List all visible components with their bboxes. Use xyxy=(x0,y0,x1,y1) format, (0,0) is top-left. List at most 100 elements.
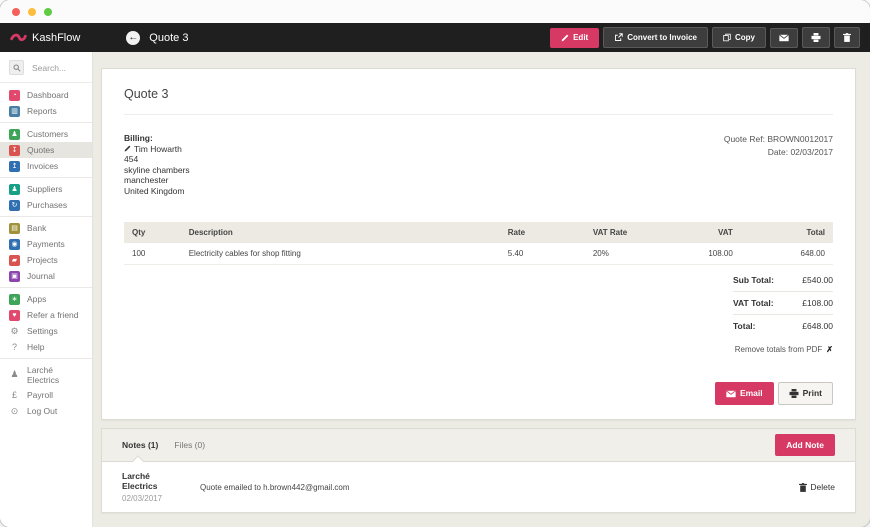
remove-totals-from-pdf[interactable]: Remove totals from PDF ✗ xyxy=(734,345,833,354)
back-button[interactable]: ← xyxy=(126,30,141,45)
cell-vat: 108.00 xyxy=(677,243,741,265)
sidebar-item-dashboard[interactable]: ◔ Dashboard xyxy=(0,87,92,103)
quote-ref: Quote Ref: BROWN0012017 xyxy=(723,134,833,144)
page-title: Quote 3 xyxy=(149,31,189,44)
line-items-table: Qty Description Rate VAT Rate VAT Total … xyxy=(124,222,833,265)
dashboard-gauge-icon: ◔ xyxy=(9,89,20,101)
gear-icon: ⚙ xyxy=(10,325,19,336)
sidebar-item-payments[interactable]: ◉ Payments xyxy=(0,236,92,252)
col-vat: VAT xyxy=(677,222,741,243)
window-titlebar xyxy=(0,0,870,23)
copy-button[interactable]: Copy xyxy=(712,27,766,48)
add-note-button[interactable]: Add Note xyxy=(775,433,835,457)
sidebar-item-journal[interactable]: ▣ Journal xyxy=(0,268,92,284)
sidebar-item-settings[interactable]: ⚙ Settings xyxy=(10,325,58,337)
convert-to-invoice-button[interactable]: Convert to Invoice xyxy=(603,27,708,48)
sidebar-item-bank[interactable]: ▤ Bank xyxy=(0,220,92,236)
col-description: Description xyxy=(180,222,500,243)
zoom-button[interactable] xyxy=(44,7,52,16)
edit-button[interactable]: Edit xyxy=(550,27,600,48)
table-header-row: Qty Description Rate VAT Rate VAT Total xyxy=(124,222,833,243)
invoices-tray-icon: ↥ xyxy=(9,160,20,172)
tab-files[interactable]: Files (0) xyxy=(174,440,206,450)
cell-total: 648.00 xyxy=(740,243,833,265)
email-quote-button[interactable] xyxy=(770,27,798,48)
billing-label: Billing: xyxy=(124,133,153,143)
sidebar-item-refer-a-friend[interactable]: ♥ Refer a friend xyxy=(0,307,92,323)
tab-notes[interactable]: Notes (1) xyxy=(122,440,159,450)
projects-folder-icon: ▰ xyxy=(9,254,20,266)
sidebar-item-invoices[interactable]: ↥ Invoices xyxy=(0,158,92,174)
sidebar-nav: ◔ Dashboard ▥ Reports ♟ Customers ↧ Quot… xyxy=(0,83,92,423)
total-value: £648.00 xyxy=(802,321,833,331)
col-rate: Rate xyxy=(499,222,585,243)
notes-header: Notes (1) Files (0) Add Note xyxy=(102,429,855,467)
total-row: Total: £648.00 xyxy=(733,321,833,331)
billing-block: Billing: Tim Howarth 454 skyline chamber… xyxy=(124,133,190,196)
help-icon: ? xyxy=(11,341,17,352)
sidebar: ◔ Dashboard ▥ Reports ♟ Customers ↧ Quot… xyxy=(0,52,93,527)
envelope-icon xyxy=(726,389,736,398)
search-input[interactable] xyxy=(30,61,86,74)
sidebar-item-payroll[interactable]: £ Payroll xyxy=(0,387,92,403)
customers-people-icon: ♟ xyxy=(9,128,20,140)
copy-icon xyxy=(723,33,731,42)
minimize-button[interactable] xyxy=(28,7,36,16)
sidebar-divider xyxy=(0,216,92,217)
sidebar-item-suppliers[interactable]: ♟ Suppliers xyxy=(0,181,92,197)
envelope-icon xyxy=(779,33,789,42)
cell-vat-rate: 20% xyxy=(584,243,678,265)
sidebar-item-quotes[interactable]: ↧ Quotes xyxy=(0,142,92,158)
sidebar-item-help[interactable]: ? Help xyxy=(0,339,92,355)
note-author: Larché Electrics xyxy=(122,471,158,491)
sidebar-divider xyxy=(0,287,92,288)
sidebar-item-log-out[interactable]: ⊙ Log Out xyxy=(10,405,58,417)
billing-line: manchester xyxy=(124,175,169,185)
main-content: Quote 3 Billing: Tim Howarth 454 skyline… xyxy=(93,52,870,527)
quote-meta: Quote Ref: BROWN0012017 Date: 02/03/2017 xyxy=(724,133,833,196)
totals-block: Sub Total: £540.00 VAT Total: £108.00 To… xyxy=(733,269,833,337)
vat-total-row: VAT Total: £108.00 xyxy=(733,292,833,315)
quote-date: Date: 02/03/2017 xyxy=(767,147,833,157)
app-header: KashFlow ← Quote 3 Edit Convert to Invoi… xyxy=(0,23,870,52)
heart-icon: ♥ xyxy=(9,309,20,321)
power-icon: ⊙ xyxy=(10,405,19,416)
billing-name[interactable]: Tim Howarth xyxy=(124,144,190,155)
apps-network-icon: ∗ xyxy=(9,293,20,305)
vat-total-value: £108.00 xyxy=(802,298,833,308)
sidebar-item-apps[interactable]: ∗ Apps xyxy=(0,291,92,307)
reports-chart-icon: ▥ xyxy=(9,105,20,117)
printer-icon xyxy=(811,33,821,42)
bank-card-icon: ▤ xyxy=(9,222,20,234)
purchases-cycle-icon: ↻ xyxy=(9,199,20,211)
sidebar-item-reports[interactable]: ▥ Reports xyxy=(0,103,92,119)
payments-coin-icon: ◉ xyxy=(9,238,20,250)
brand-label: KashFlow xyxy=(32,31,81,44)
quotes-tray-icon: ↧ xyxy=(9,144,20,156)
sidebar-item-company[interactable]: ♟ Larché Electrics xyxy=(10,364,60,385)
col-qty: Qty xyxy=(124,222,181,243)
sidebar-divider xyxy=(0,177,92,178)
print-quote-button[interactable] xyxy=(802,27,830,48)
sidebar-item-purchases[interactable]: ↻ Purchases xyxy=(0,197,92,213)
note-item: Larché Electrics 02/03/2017 Quote emaile… xyxy=(102,462,855,512)
journal-book-icon: ▣ xyxy=(9,270,20,282)
payroll-icon: £ xyxy=(11,389,17,400)
kashflow-brand[interactable]: KashFlow xyxy=(10,32,80,44)
sidebar-divider xyxy=(0,358,92,359)
delete-note-button[interactable]: Delete xyxy=(799,482,835,492)
export-icon xyxy=(614,33,623,42)
sub-total-value: £540.00 xyxy=(802,275,833,285)
user-icon: ♟ xyxy=(10,369,19,379)
printer-icon xyxy=(789,389,799,398)
close-button[interactable] xyxy=(12,7,20,16)
quote-card: Quote 3 Billing: Tim Howarth 454 skyline… xyxy=(101,68,856,420)
sidebar-item-customers[interactable]: ♟ Customers xyxy=(0,126,92,142)
billing-line: 454 xyxy=(124,154,139,164)
email-button[interactable]: Email xyxy=(714,382,774,405)
print-button[interactable]: Print xyxy=(777,382,833,405)
delete-quote-button[interactable] xyxy=(834,27,860,48)
sidebar-item-projects[interactable]: ▰ Projects xyxy=(0,252,92,268)
trash-icon xyxy=(799,482,808,492)
